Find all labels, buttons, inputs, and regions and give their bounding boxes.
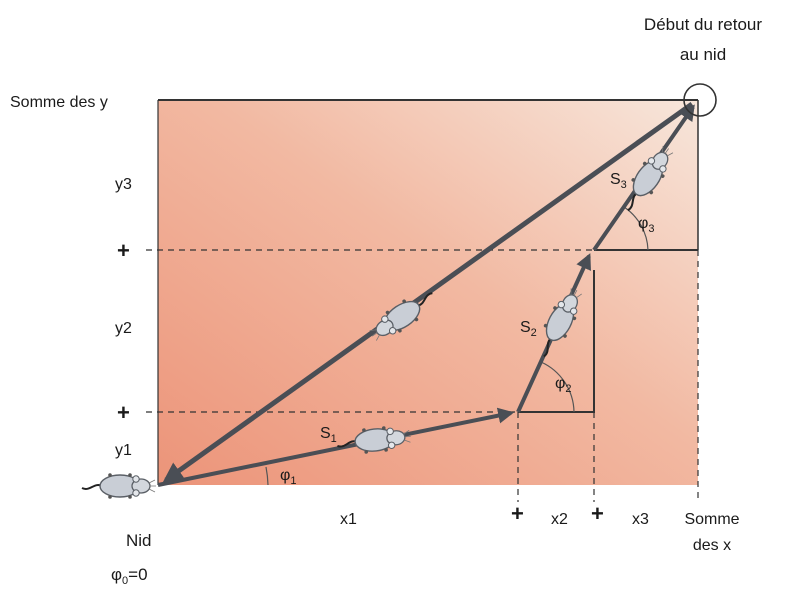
x1-label: x1: [340, 511, 357, 528]
s1-label: S1: [320, 425, 337, 445]
phi1-label: φ1: [280, 467, 297, 487]
return-start-circle: [683, 83, 717, 117]
plus-x-right: +: [591, 501, 604, 526]
phi0-label: φ0=0: [111, 565, 148, 587]
sum-x-label-line1: Somme: [684, 511, 739, 528]
x3-label: x3: [632, 511, 649, 528]
plus-y-lower: +: [117, 400, 130, 425]
mouse-nest-icon: [81, 472, 157, 500]
dashed-guides: [146, 249, 699, 502]
phi3-label: φ3: [638, 215, 655, 235]
y2-label: y2: [115, 320, 132, 337]
component-lines: [518, 249, 698, 413]
y3-label: y3: [115, 176, 132, 193]
nest-label: Nid: [126, 531, 152, 550]
s3-label: S3: [610, 171, 627, 191]
plus-x-left: +: [511, 501, 524, 526]
x2-label: x2: [551, 511, 568, 528]
sum-x-label-line2: des x: [693, 537, 731, 554]
y1-label: y1: [115, 442, 132, 459]
return-start-label-line1: Début du retour: [644, 15, 762, 34]
homing-vector: [162, 101, 694, 483]
s2-label: S2: [520, 319, 537, 339]
phi2-label: φ2: [555, 375, 572, 395]
sum-y-label: Somme des y: [10, 94, 108, 111]
return-start-label-line2: au nid: [680, 45, 726, 64]
plus-y-upper: +: [117, 238, 130, 263]
